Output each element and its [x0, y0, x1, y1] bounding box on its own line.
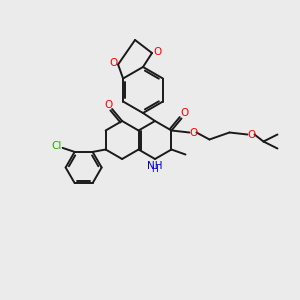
Text: O: O: [104, 100, 112, 110]
Text: NH: NH: [147, 161, 163, 171]
Text: O: O: [109, 58, 117, 68]
Text: O: O: [247, 130, 256, 140]
Text: Cl: Cl: [51, 141, 62, 151]
Text: H: H: [152, 166, 158, 175]
Text: O: O: [153, 47, 161, 57]
Text: O: O: [189, 128, 198, 137]
Text: O: O: [180, 109, 189, 118]
